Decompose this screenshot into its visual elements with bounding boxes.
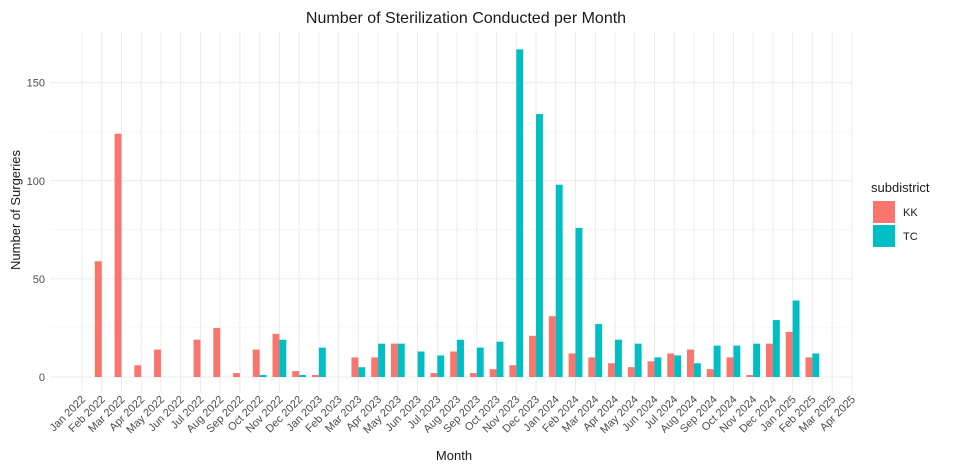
grid — [50, 32, 853, 393]
bar-tc — [654, 357, 662, 377]
bar-kk — [292, 371, 300, 377]
y-tick-label: 0 — [39, 372, 45, 384]
y-tick-label: 100 — [27, 176, 45, 188]
bar-tc — [792, 300, 800, 377]
bar-tc — [575, 227, 583, 377]
x-axis-title: Month — [436, 448, 472, 463]
bar-tc — [417, 351, 425, 377]
bar-tc — [358, 367, 366, 377]
bar-tc — [397, 343, 405, 377]
bar-kk — [94, 261, 102, 377]
bar-kk — [568, 353, 576, 377]
bar-tc — [634, 343, 642, 377]
bar-tc — [259, 375, 267, 377]
bar-kk — [450, 351, 458, 377]
bar-kk — [371, 357, 379, 377]
bar-tc — [437, 355, 445, 377]
bar-tc — [733, 345, 741, 377]
bar-tc — [812, 353, 820, 377]
bar-kk — [430, 373, 438, 377]
bar-tc — [516, 49, 524, 377]
bar-kk — [667, 353, 675, 377]
bar-kk — [252, 349, 260, 377]
bar-tc — [713, 345, 721, 377]
bar-kk — [134, 365, 142, 377]
bar-tc — [595, 324, 603, 377]
bar-tc — [496, 341, 504, 377]
bar-kk — [272, 333, 280, 377]
bar-tc — [536, 114, 543, 377]
bar-tc — [693, 363, 701, 377]
bar-tc — [299, 375, 307, 377]
legend-label-kk: KK — [903, 207, 918, 219]
bar-kk — [588, 357, 596, 377]
bar-kk — [726, 357, 734, 377]
bars — [94, 49, 820, 377]
bar-kk — [687, 349, 694, 377]
bar-tc — [772, 320, 780, 377]
bar-tc — [457, 339, 464, 377]
bar-tc — [753, 343, 761, 377]
bar-kk — [548, 316, 556, 377]
bar-kk — [608, 363, 615, 377]
bar-tc — [476, 347, 484, 377]
bar-kk — [805, 357, 813, 377]
bar-tc — [614, 339, 622, 377]
bar-kk — [509, 365, 517, 377]
bar-tc — [279, 339, 287, 377]
bar-kk — [785, 331, 793, 377]
bar-tc — [555, 184, 563, 377]
chart-title: Number of Sterilization Conducted per Mo… — [306, 10, 626, 27]
bar-tc — [674, 355, 682, 377]
y-tick-label: 50 — [33, 274, 45, 286]
legend-title: subdistrict — [871, 180, 930, 195]
legend-label-tc: TC — [903, 231, 918, 243]
bar-kk — [213, 327, 221, 377]
bar-tc — [318, 347, 326, 377]
legend-swatch-tc — [873, 225, 895, 247]
legend-swatch-kk — [873, 201, 895, 223]
bar-kk — [627, 367, 635, 377]
bar-kk — [390, 343, 398, 377]
bar-tc — [378, 343, 385, 377]
y-axis-title: Number of Surgeries — [8, 150, 23, 270]
bar-kk — [114, 133, 122, 377]
legend: subdistrict KK TC — [871, 180, 930, 247]
bar-kk — [489, 369, 497, 377]
bar-kk — [706, 369, 714, 377]
bar-kk — [647, 361, 655, 377]
bar-kk — [351, 357, 359, 377]
bar-kk — [469, 373, 477, 377]
bar-kk — [529, 335, 537, 377]
bar-kk — [311, 375, 319, 377]
bar-kk — [233, 373, 240, 377]
bar-kk — [746, 375, 754, 377]
bar-kk — [193, 339, 201, 377]
y-tick-label: 150 — [27, 78, 45, 90]
bar-kk — [766, 343, 773, 377]
bar-kk — [154, 349, 161, 377]
